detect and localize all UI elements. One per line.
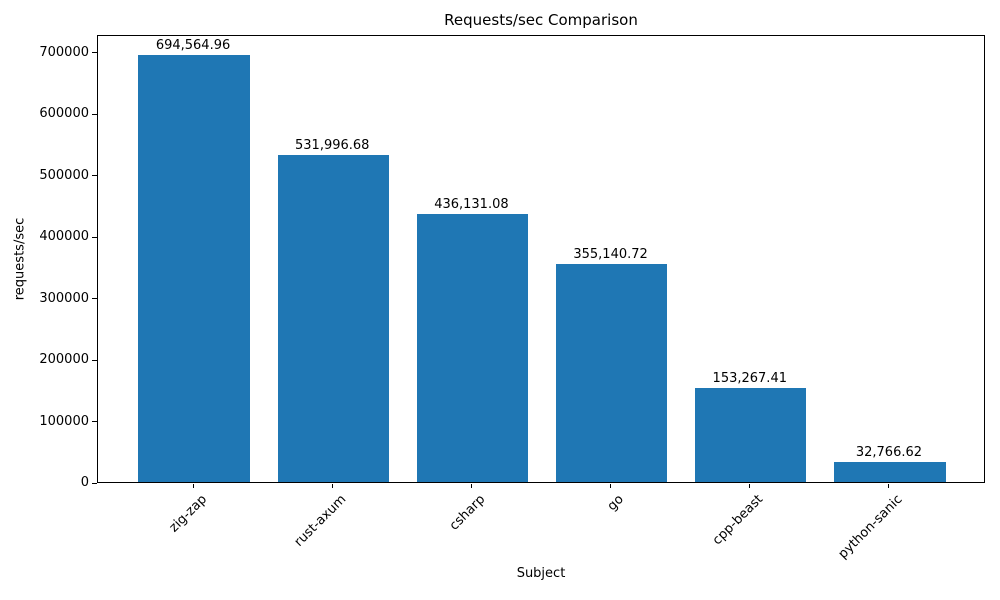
y-tick-mark: [92, 482, 97, 484]
bar-rust-axum: [277, 155, 389, 482]
y-tick-mark: [92, 421, 97, 423]
x-tick-mark: [888, 484, 890, 488]
y-tick-mark: [92, 298, 97, 300]
y-tick-mark: [92, 359, 97, 361]
bar-zig-zap: [138, 55, 250, 482]
y-tick-mark: [92, 52, 97, 54]
bar-value-label-zig-zap: 694,564.96: [155, 38, 231, 54]
chart-title: Requests/sec Comparison: [444, 11, 638, 29]
bar-cpp-beast: [695, 387, 807, 482]
y-tick-label: 300000: [39, 290, 89, 306]
y-tick-label: 0: [80, 475, 89, 490]
x-tick-label-zig-zap: zig-zap: [166, 492, 210, 536]
x-tick-mark: [610, 484, 612, 488]
y-tick-label: 200000: [39, 352, 89, 368]
plot-area: [97, 35, 985, 483]
y-tick-label: 100000: [39, 413, 89, 429]
x-tick-label-cpp-beast: cpp-beast: [710, 492, 767, 549]
y-tick-mark: [92, 236, 97, 238]
x-tick-label-go: go: [605, 492, 628, 515]
y-axis-label: requests/sec: [12, 217, 28, 301]
y-tick-mark: [92, 175, 97, 177]
y-tick-label: 400000: [39, 229, 89, 245]
x-axis-label: Subject: [516, 566, 566, 581]
bar-value-label-cpp-beast: 153,267.41: [712, 370, 787, 386]
y-tick-mark: [92, 113, 97, 115]
x-tick-mark: [192, 484, 194, 488]
x-tick-label-python-sanic: python-sanic: [835, 492, 906, 562]
y-tick-label: 700000: [39, 44, 89, 60]
y-tick-label: 600000: [39, 106, 89, 122]
x-tick-label-csharp: csharp: [446, 492, 489, 534]
bar-go: [555, 263, 668, 482]
bar-value-label-go: 355,140.72: [573, 246, 648, 262]
bar-value-label-csharp: 436,131.08: [434, 197, 509, 213]
x-tick-mark: [749, 484, 751, 488]
y-tick-label: 500000: [39, 167, 89, 183]
bar-value-label-python-sanic: 32,766.62: [855, 444, 923, 460]
x-tick-label-rust-axum: rust-axum: [291, 492, 349, 550]
bar-csharp: [416, 214, 529, 482]
bar-python-sanic: [834, 461, 946, 482]
x-tick-mark: [331, 484, 333, 488]
x-tick-mark: [470, 484, 472, 488]
bar-value-label-rust-axum: 531,996.68: [295, 138, 370, 154]
